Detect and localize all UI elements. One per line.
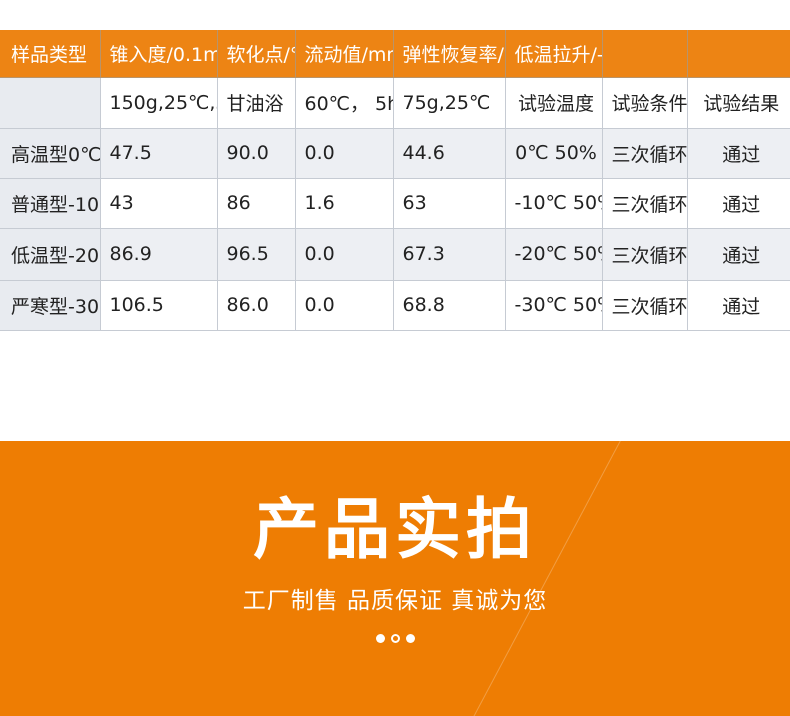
cell-test-cond: 三次循环: [601, 177, 688, 229]
cell-recovery: 67.3: [392, 227, 506, 281]
table-row: 高温型0℃ 47.5 90.0 0.0 44.6 0℃ 50% 三次循环 通过: [0, 127, 790, 179]
subheader-recovery-cond: 75g,25℃: [392, 76, 506, 129]
cell-recovery: 44.6: [392, 127, 506, 179]
cell-test-temp: -20℃ 50%: [504, 227, 603, 281]
cell-result: 通过: [686, 279, 790, 331]
col-header-flow-value: 流动值/mm: [294, 30, 394, 78]
col-header-low-temp-pull: 低温拉升/-: [504, 30, 603, 78]
cell-result: 通过: [686, 127, 790, 179]
cell-result: 通过: [686, 227, 790, 281]
cell-test-temp: -30℃ 50%: [504, 279, 603, 331]
cell-softening: 96.5: [216, 227, 296, 281]
cell-flow: 1.6: [294, 177, 394, 229]
cell-test-cond: 三次循环: [601, 127, 688, 179]
col-header-elastic-recovery: 弹性恢复率/%: [392, 30, 506, 78]
banner-subtitle: 工厂制售 品质保证 真诚为您: [242, 588, 548, 614]
col-header-penetration: 锥入度/0.1mm: [99, 30, 218, 78]
cell-test-temp: -10℃ 50%: [504, 177, 603, 229]
cell-flow: 0.0: [294, 127, 394, 179]
subheader-softening-cond: 甘油浴: [216, 76, 296, 129]
cell-penetration: 106.5: [99, 279, 218, 331]
cell-recovery: 68.8: [392, 279, 506, 331]
row-sample-type: 低温型-20℃: [0, 227, 101, 281]
carousel-dot-filled[interactable]: [405, 634, 415, 643]
carousel-dot-hollow[interactable]: [390, 634, 400, 643]
subheader-flow-cond: 60℃， 5h: [294, 76, 394, 129]
cell-penetration: 47.5: [99, 127, 218, 179]
col-header-empty-1: [601, 30, 688, 78]
product-photos-banner: 产品实拍 工厂制售 品质保证 真诚为您: [0, 441, 790, 716]
subheader-test-result: 试验结果: [686, 76, 790, 129]
cell-softening: 86: [216, 177, 296, 229]
table-header-row: 样品类型 锥入度/0.1mm 软化点/℃ 流动值/mm 弹性恢复率/% 低温拉升…: [0, 30, 790, 78]
subheader-test-cond: 试验条件: [601, 76, 688, 129]
spec-table: 样品类型 锥入度/0.1mm 软化点/℃ 流动值/mm 弹性恢复率/% 低温拉升…: [0, 30, 790, 331]
carousel-dot-filled[interactable]: [375, 634, 385, 643]
col-header-sample-type: 样品类型: [0, 30, 101, 78]
table-subheader-row: 150g,25℃,5s 甘油浴 60℃， 5h 75g,25℃ 试验温度 试验条…: [0, 76, 790, 129]
row-sample-type: 高温型0℃: [0, 127, 101, 179]
subheader-penetration-cond: 150g,25℃,5s: [99, 76, 218, 129]
cell-test-cond: 三次循环: [601, 227, 688, 281]
row-sample-type: 普通型-10℃: [0, 177, 101, 229]
row-sample-type: 严寒型-30℃: [0, 279, 101, 331]
col-header-empty-2: [686, 30, 790, 78]
subheader-test-temp: 试验温度: [504, 76, 603, 129]
cell-penetration: 43: [99, 177, 218, 229]
cell-softening: 90.0: [216, 127, 296, 179]
cell-flow: 0.0: [294, 279, 394, 331]
table-row: 普通型-10℃ 43 86 1.6 63 -10℃ 50% 三次循环 通过: [0, 177, 790, 229]
cell-softening: 86.0: [216, 279, 296, 331]
table-row: 低温型-20℃ 86.9 96.5 0.0 67.3 -20℃ 50% 三次循环…: [0, 227, 790, 281]
cell-test-cond: 三次循环: [601, 279, 688, 331]
banner-title: 产品实拍: [253, 491, 537, 568]
product-detail-page: 样品类型 锥入度/0.1mm 软化点/℃ 流动值/mm 弹性恢复率/% 低温拉升…: [0, 30, 790, 716]
col-header-softening-point: 软化点/℃: [216, 30, 296, 78]
carousel-dots: [0, 634, 790, 643]
table-row: 严寒型-30℃ 106.5 86.0 0.0 68.8 -30℃ 50% 三次循…: [0, 279, 790, 331]
cell-result: 通过: [686, 177, 790, 229]
cell-penetration: 86.9: [99, 227, 218, 281]
cell-test-temp: 0℃ 50%: [504, 127, 603, 179]
cell-recovery: 63: [392, 177, 506, 229]
banner-shine-line: [460, 441, 621, 716]
subheader-empty: [0, 76, 101, 129]
cell-flow: 0.0: [294, 227, 394, 281]
